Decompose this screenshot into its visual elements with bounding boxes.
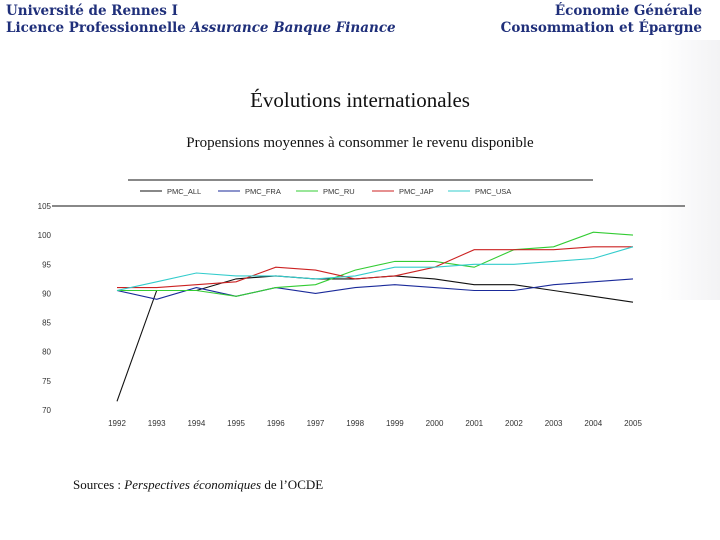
legend-label: PMC_USA bbox=[475, 187, 511, 196]
source-publication: Perspectives économiques bbox=[124, 477, 262, 492]
source-prefix: Sources : bbox=[73, 477, 125, 492]
program-name: Licence Professionnelle Assurance Banque… bbox=[6, 20, 396, 37]
x-tick-label: 1994 bbox=[187, 419, 205, 428]
y-tick-label: 95 bbox=[42, 260, 51, 269]
y-tick-label: 90 bbox=[42, 289, 51, 298]
course-topic: Consommation et Épargne bbox=[500, 20, 702, 36]
slide-shading bbox=[660, 40, 720, 300]
y-tick-label: 105 bbox=[38, 202, 52, 211]
x-tick-label: 1993 bbox=[148, 419, 166, 428]
x-tick-label: 2003 bbox=[545, 419, 563, 428]
legend-label: PMC_FRA bbox=[245, 187, 281, 196]
course-name: Économie Générale bbox=[554, 3, 702, 19]
x-tick-label: 2004 bbox=[584, 419, 602, 428]
x-tick-label: 2002 bbox=[505, 419, 523, 428]
legend-label: PMC_JAP bbox=[399, 187, 434, 196]
y-tick-label: 85 bbox=[42, 319, 51, 328]
x-tick-label: 1996 bbox=[267, 419, 285, 428]
program-prefix: Licence Professionnelle bbox=[6, 20, 191, 36]
x-tick-label: 1998 bbox=[346, 419, 364, 428]
university-name: Université de Rennes I bbox=[6, 3, 178, 19]
x-tick-label: 1997 bbox=[307, 419, 325, 428]
x-tick-label: 1995 bbox=[227, 419, 245, 428]
series-line bbox=[117, 231, 634, 297]
source-suffix: de l’OCDE bbox=[261, 477, 324, 492]
series-line bbox=[117, 246, 633, 289]
y-tick-label: 80 bbox=[42, 348, 51, 357]
y-tick-label: 100 bbox=[38, 231, 52, 240]
x-tick-label: 1999 bbox=[386, 419, 404, 428]
y-tick-label: 70 bbox=[42, 406, 51, 415]
source-note: Sources : Perspectives économiques de l’… bbox=[73, 477, 323, 493]
x-tick-label: 2001 bbox=[465, 419, 483, 428]
slide-title: Évolutions internationales bbox=[250, 88, 470, 112]
header-right: Économie Générale Consommation et Épargn… bbox=[501, 3, 702, 37]
x-tick-label: 2005 bbox=[624, 419, 642, 428]
y-tick-label: 75 bbox=[42, 377, 51, 386]
legend-label: PMC_RU bbox=[323, 187, 355, 196]
series-line bbox=[116, 246, 634, 292]
series-line bbox=[116, 275, 634, 402]
x-tick-label: 1992 bbox=[108, 419, 126, 428]
legend-label: PMC_ALL bbox=[167, 187, 201, 196]
chart-subtitle: Propensions moyennes à consommer le reve… bbox=[186, 135, 534, 151]
x-tick-label: 2000 bbox=[426, 419, 444, 428]
series-line bbox=[116, 278, 634, 300]
program-specialty: Assurance Banque Finance bbox=[190, 20, 396, 36]
header-left: Université de Rennes I Licence Professio… bbox=[6, 3, 396, 37]
